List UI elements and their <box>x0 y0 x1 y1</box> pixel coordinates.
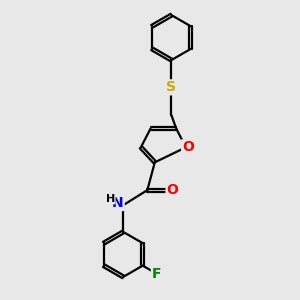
Text: F: F <box>152 267 161 281</box>
Text: O: O <box>167 183 178 197</box>
Text: O: O <box>182 140 194 154</box>
Text: S: S <box>167 80 176 94</box>
Text: N: N <box>112 196 124 210</box>
Text: H: H <box>106 194 115 204</box>
